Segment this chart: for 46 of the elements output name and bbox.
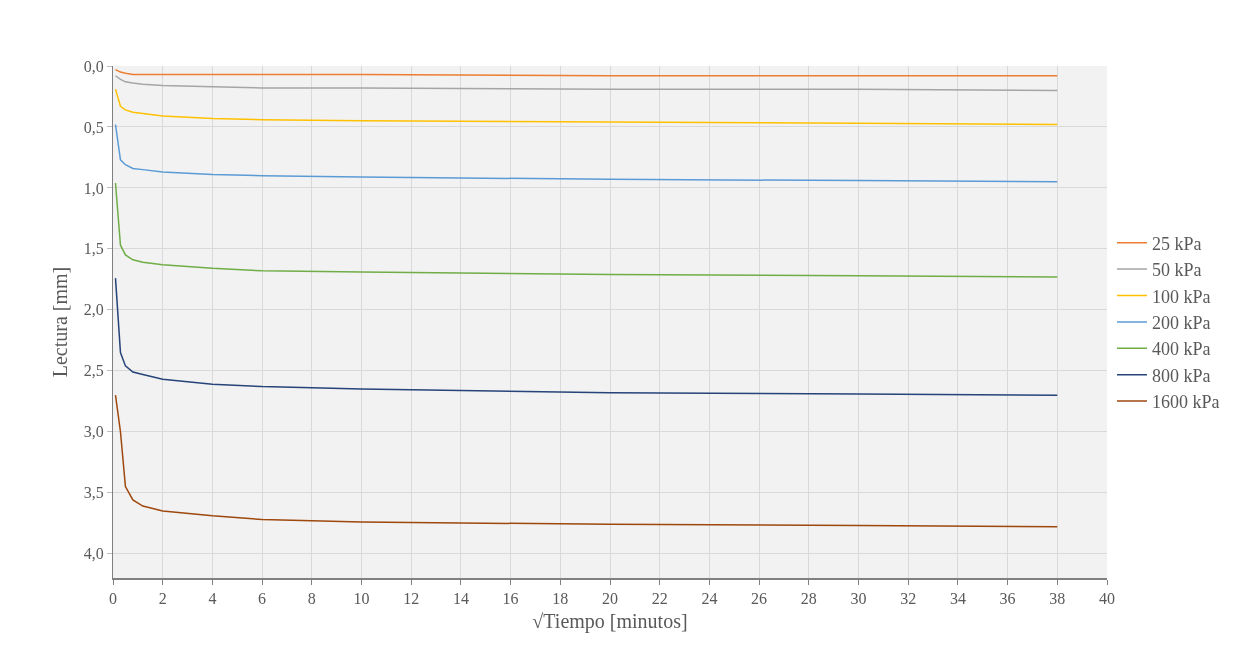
line-series [114, 68, 1059, 77]
legend-label: 200 kPa [1151, 312, 1211, 333]
legend-label: 800 kPa [1151, 365, 1211, 386]
x-tick-label: 28 [800, 590, 817, 608]
x-tick-label: 36 [999, 590, 1016, 608]
x-tick-label: 6 [258, 590, 267, 608]
legend-label: 1600 kPa [1151, 392, 1220, 413]
x-tick-label: 38 [1049, 590, 1066, 608]
x-tick-label: 8 [307, 590, 316, 608]
y-tick-label: 1,5 [83, 240, 104, 258]
x-tick-label: 4 [208, 590, 217, 608]
line-series [114, 75, 1059, 92]
y-tick-label: 1,0 [83, 179, 104, 197]
line-series [114, 277, 1059, 396]
x-tick-label: 22 [651, 590, 668, 608]
legend-label: 400 kPa [1151, 339, 1211, 360]
legend-label: 50 kPa [1151, 260, 1202, 281]
line-series [114, 182, 1059, 278]
y-tick-label: 2,5 [83, 362, 104, 380]
y-tick-label: 0,5 [83, 118, 104, 136]
x-tick-label: 16 [502, 590, 519, 608]
x-tick-label: 12 [403, 590, 420, 608]
x-tick-label: 18 [552, 590, 569, 608]
x-tick-label: 20 [602, 590, 618, 608]
x-tick-label: 10 [353, 590, 370, 608]
x-axis-title: √Tiempo [minutos] [532, 610, 688, 634]
x-tick-label: 32 [900, 590, 917, 608]
x-tick-label: 0 [109, 590, 117, 608]
line-series [114, 88, 1059, 126]
x-tick-label: 30 [850, 590, 867, 608]
x-tick-label: 2 [158, 590, 167, 608]
x-tick-label: 40 [1099, 590, 1115, 608]
x-tick-label: 24 [701, 590, 718, 608]
y-tick-label: 0,0 [83, 57, 104, 75]
x-tick-label: 14 [452, 590, 469, 608]
y-tick-label: 2,0 [83, 301, 104, 319]
y-axis-title: Lectura [mm] [49, 266, 72, 378]
x-tick-label: 34 [949, 590, 966, 608]
x-tick-label: 26 [751, 590, 768, 608]
y-tick-label: 4,0 [83, 545, 104, 563]
line-series [114, 123, 1059, 183]
legend-label: 25 kPa [1151, 233, 1202, 254]
y-tick-label: 3,0 [83, 423, 104, 441]
legend-label: 100 kPa [1151, 286, 1211, 307]
y-tick-label: 3,5 [83, 484, 104, 502]
line-series [114, 394, 1059, 528]
